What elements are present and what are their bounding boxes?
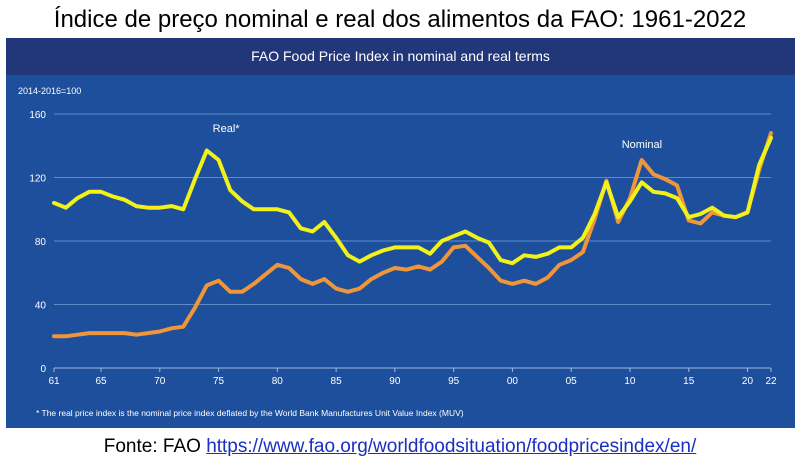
series-line-nominal [52,131,773,339]
y-axis-label: 2014-2016=100 [18,86,81,96]
x-tick-label: 70 [154,376,166,387]
x-tick-label: 95 [448,376,460,387]
x-tick-label: 80 [272,376,284,387]
source-label: Fonte: FAO [103,436,201,457]
y-tick-label: 160 [29,110,46,121]
annotation-real: Real* [213,123,241,135]
x-tick-label: 90 [389,376,401,387]
chart-panel: FAO Food Price Index in nominal and real… [6,38,795,428]
x-tick-label: 85 [331,376,343,387]
x-tick-label: 15 [683,376,695,387]
annotation-nominal: Nominal [622,139,662,151]
x-tick-label: 10 [624,376,636,387]
x-tick-label: 00 [507,376,519,387]
source-link[interactable]: https://www.fao.org/worldfoodsituation/f… [206,436,697,457]
x-tick-label: 05 [566,376,578,387]
x-tick-label: 22 [765,376,777,387]
y-tick-label: 40 [35,301,47,312]
source-line: Fonte: FAO https://www.fao.org/worldfood… [0,436,800,458]
chart-footnote: * The real price index is the nominal pr… [36,408,464,418]
x-tick-label: 20 [742,376,754,387]
series-line-real [52,135,773,266]
x-tick-label: 75 [213,376,225,387]
chart-title: FAO Food Price Index in nominal and real… [6,38,795,75]
page-title: Índice de preço nominal e real dos alime… [53,6,747,33]
y-tick-label: 80 [35,237,47,248]
x-tick-label: 65 [95,376,107,387]
x-tick-label: 61 [48,376,60,387]
line-chart: 0 40 80 120 160 61 65 70 75 80 85 90 95 00 05 10 15 20 22 2… [18,86,777,418]
y-tick-label: 120 [29,174,46,185]
y-tick-label: 0 [40,364,46,375]
